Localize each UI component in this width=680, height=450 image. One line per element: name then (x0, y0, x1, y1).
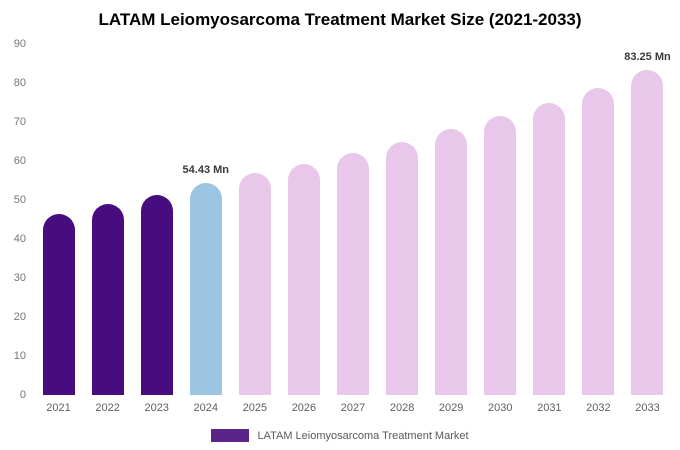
bar-series: 2021 2022 2023 54.43 Mn 2024 2025 2026 2027 2028… (34, 44, 672, 414)
bar-2027 (337, 153, 369, 395)
bar-cell-2028: 2028 (378, 44, 427, 414)
bar-cell-2029: 2029 (427, 44, 476, 414)
bar-cell-2030: 2030 (476, 44, 525, 414)
chart-title: LATAM Leiomyosarcoma Treatment Market Si… (98, 10, 582, 29)
x-tick-label: 2031 (537, 402, 562, 414)
x-tick-label: 2023 (144, 402, 169, 414)
x-tick-label: 2026 (291, 402, 317, 414)
bar-2024 (189, 182, 222, 395)
legend: LATAM Leiomyosarcoma Treatment Market (0, 429, 680, 442)
x-tick-label: 2029 (438, 402, 464, 414)
y-tick-label: 60 (13, 155, 26, 167)
x-tick-label: 2022 (95, 402, 120, 414)
bar-cell-2027: 2027 (328, 44, 377, 414)
bar-2029 (435, 129, 468, 395)
bar-2033 (631, 70, 664, 395)
x-tick-label: 2028 (389, 402, 415, 414)
legend-swatch (211, 429, 250, 442)
bar-2030 (484, 116, 517, 395)
y-tick-label: 30 (13, 272, 26, 284)
legend-label: LATAM Leiomyosarcoma Treatment Market (257, 429, 469, 442)
x-tick-label: 2025 (242, 402, 268, 414)
bar-2032 (582, 88, 615, 395)
bar-value-label: 83.25 Mn (624, 51, 671, 64)
bar-2028 (386, 141, 419, 395)
bar-cell-2031: 2031 (525, 44, 574, 414)
bar-2021 (42, 214, 75, 395)
bar-cell-2021: 2021 (34, 44, 83, 414)
x-tick-label: 2024 (193, 402, 219, 414)
y-tick-label: 40 (13, 233, 26, 245)
x-tick-label: 2033 (635, 402, 660, 414)
bar-value-label: 54.43 Mn (182, 163, 229, 176)
y-tick-label: 50 (13, 194, 26, 206)
bar-cell-2024: 54.43 Mn 2024 (181, 44, 230, 414)
x-tick-label: 2027 (340, 402, 366, 414)
y-tick-label: 80 (13, 77, 26, 89)
bar-2025 (238, 173, 271, 395)
bar-2026 (287, 163, 320, 395)
bar-cell-2032: 2032 (574, 44, 623, 414)
bar-cell-2022: 2022 (83, 44, 132, 414)
x-tick-label: 2032 (586, 402, 611, 414)
bar-2023 (140, 195, 173, 395)
bar-cell-2023: 2023 (132, 44, 181, 414)
bar-cell-2026: 2026 (279, 44, 328, 414)
y-tick-label: 20 (13, 311, 26, 323)
plot-area: 2021 2022 2023 54.43 Mn 2024 2025 2026 2027 2028… (34, 44, 672, 414)
x-tick-label: 2021 (46, 402, 71, 414)
y-tick-label: 90 (13, 38, 26, 50)
y-tick-label: 70 (13, 116, 26, 128)
bar-2022 (91, 204, 124, 395)
y-tick-label: 10 (13, 350, 26, 362)
y-tick-label: 0 (19, 389, 26, 401)
bar-cell-2025: 2025 (230, 44, 279, 414)
x-tick-label: 2030 (488, 402, 513, 414)
bar-cell-2033: 83.25 Mn 2033 (623, 44, 672, 414)
bar-2031 (533, 102, 566, 395)
